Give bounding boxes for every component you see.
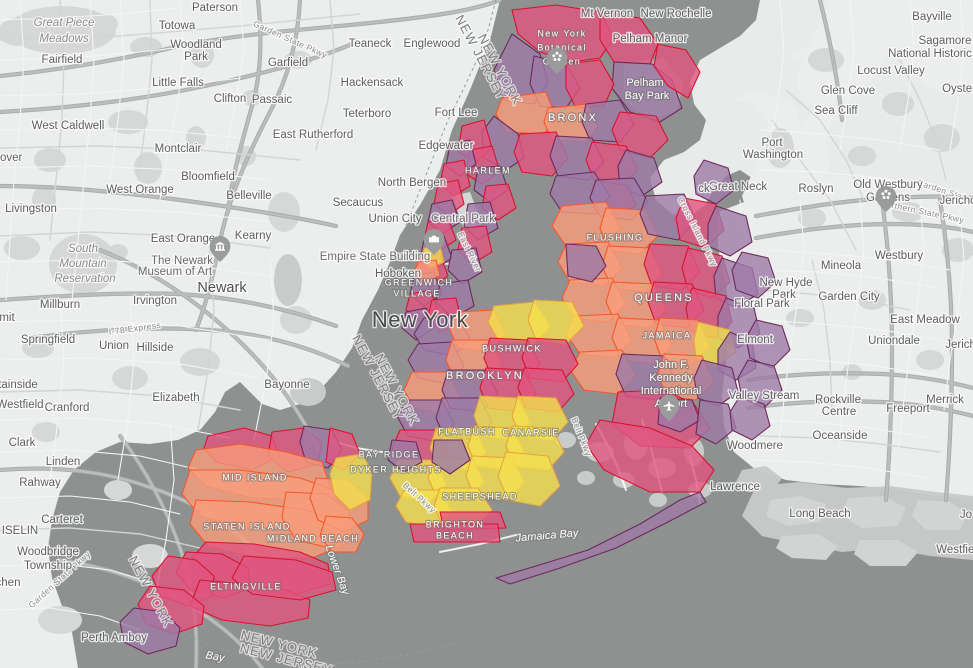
census-tract[interactable] [731,251,777,299]
census-tract[interactable] [497,451,561,507]
census-tract[interactable] [729,395,771,441]
landmass-bronx-westchester [500,0,973,490]
census-tract[interactable] [119,607,181,655]
census-tract-group[interactable] [119,4,791,655]
census-tract[interactable] [511,4,615,63]
census-tract[interactable] [707,205,753,257]
census-tract[interactable] [319,515,365,553]
census-tract[interactable] [653,43,701,99]
census-tract[interactable] [387,439,423,473]
census-tract[interactable] [695,399,737,445]
minor-roads [0,0,965,631]
census-tract[interactable] [409,523,501,543]
census-tract[interactable] [693,159,735,205]
census-tract[interactable] [431,439,471,475]
census-tract[interactable] [329,453,373,511]
census-tract[interactable] [231,555,337,601]
census-tract[interactable] [565,243,607,283]
census-tract[interactable] [495,491,707,585]
census-tract[interactable] [413,259,441,283]
marshland-south-shore [736,466,973,566]
landmass-north-shore [798,0,973,104]
census-tract[interactable] [565,59,615,109]
census-tract[interactable] [447,247,483,285]
landmass-port-washington [730,92,800,224]
census-tract[interactable] [599,11,659,65]
state-border [147,0,497,667]
landmass-glen-cove [776,30,886,190]
arterial-roads [0,0,947,549]
